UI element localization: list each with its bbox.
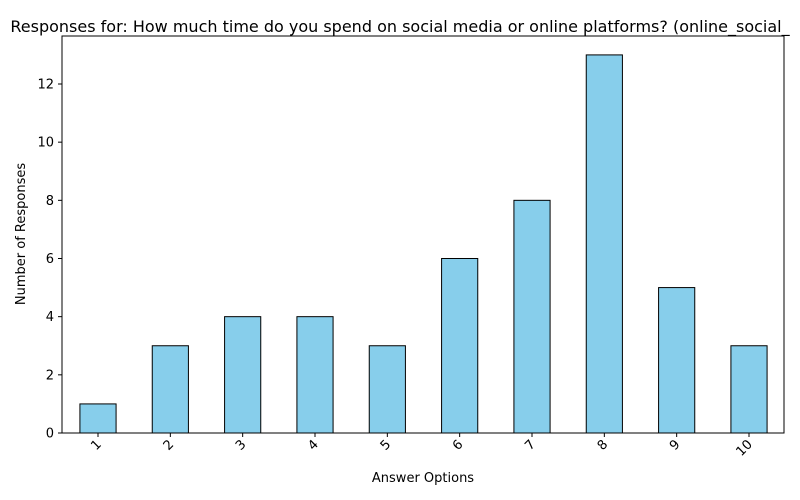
bar-9: [658, 287, 696, 434]
bar-10: [730, 345, 768, 434]
bar-5: [368, 345, 406, 434]
bar-4: [296, 316, 334, 434]
bar-3: [224, 316, 262, 434]
x-tick-label: 6: [450, 437, 466, 453]
y-axis-ticks: 0 2 4 6 8 10 12: [37, 77, 62, 442]
y-tick-label: 12: [37, 77, 54, 92]
x-axis-ticks: 1 2 3 4 5 6 7 8 9 10: [88, 433, 756, 460]
plot-frame: [61, 35, 785, 434]
x-tick-label: 2: [161, 437, 177, 453]
bar-6: [441, 257, 479, 434]
y-tick-label: 10: [37, 136, 54, 151]
x-tick-label: 9: [667, 437, 683, 453]
bars-group: [79, 54, 768, 434]
y-tick-label: 6: [46, 252, 54, 267]
bar-2: [151, 345, 189, 434]
x-tick-label: 5: [378, 437, 394, 453]
x-tick-label: 4: [305, 437, 321, 453]
bar-7: [513, 199, 551, 434]
x-tick-label: 3: [233, 437, 249, 453]
chart-title: Responses for: How much time do you spen…: [10, 17, 790, 37]
bar-8: [585, 54, 623, 434]
y-tick-label: 2: [46, 368, 54, 383]
y-tick-label: 0: [46, 427, 54, 442]
x-tick-label: 10: [734, 437, 756, 459]
y-tick-label: 8: [46, 194, 54, 209]
x-tick-label: 1: [88, 437, 104, 453]
x-tick-label: 7: [522, 437, 538, 453]
y-tick-label: 4: [46, 310, 54, 325]
bar-1: [79, 403, 117, 434]
y-axis-label: Number of Responses: [14, 163, 29, 305]
x-tick-label: 8: [595, 437, 611, 453]
x-axis-label: Answer Options: [372, 471, 474, 486]
